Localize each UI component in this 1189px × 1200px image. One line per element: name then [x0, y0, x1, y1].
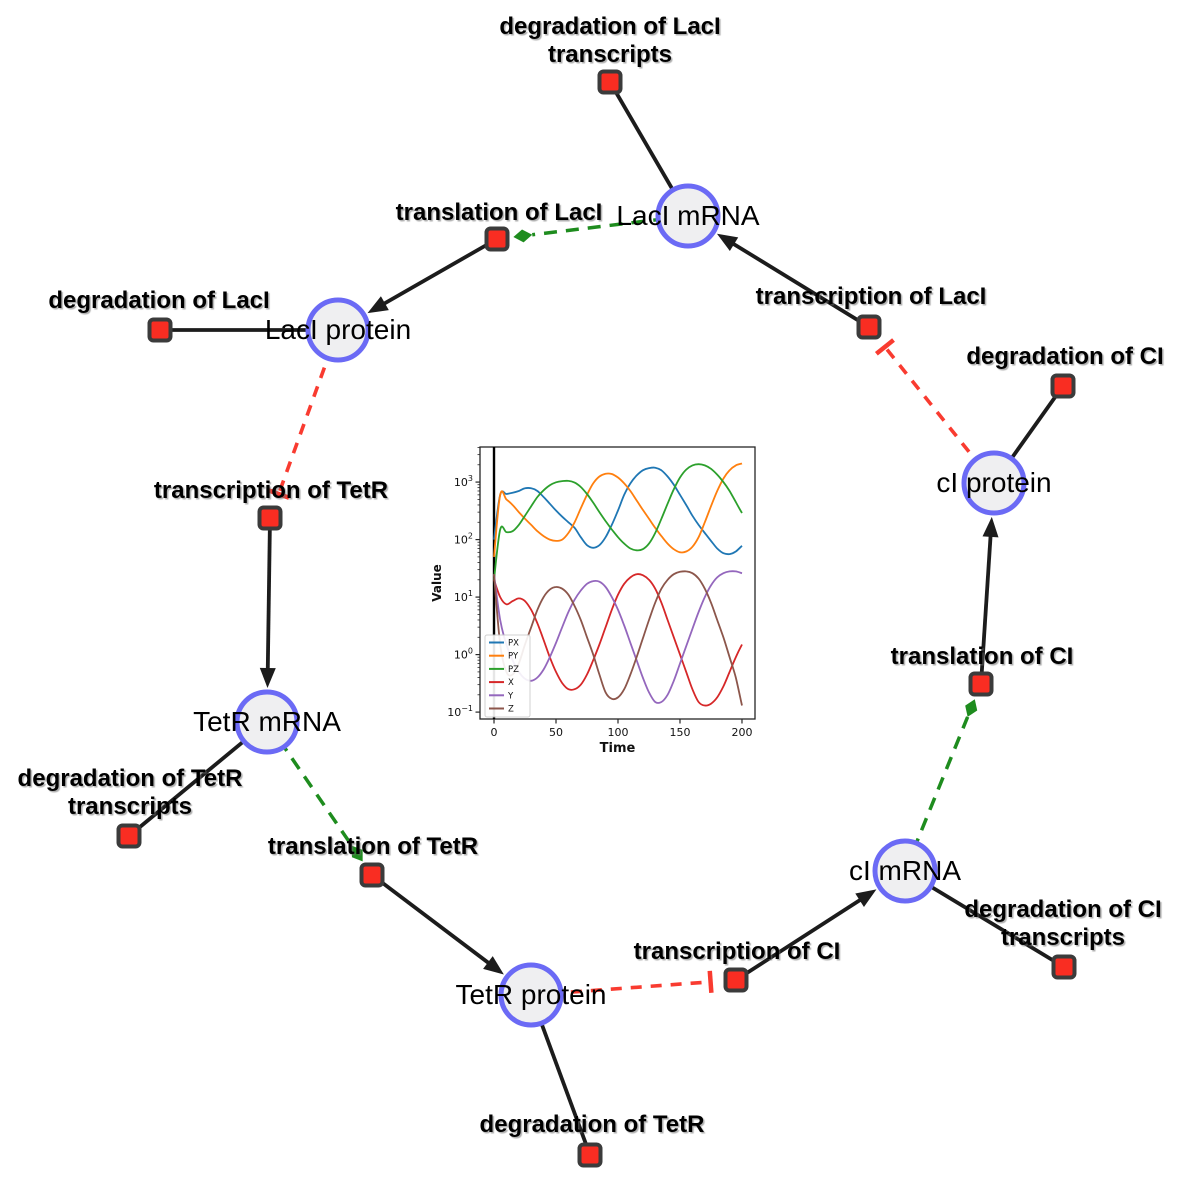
- series-PY: [493, 462, 743, 557]
- reaction-node-deg_tetr_tx[interactable]: [116, 823, 142, 849]
- reaction-node-deg_laci[interactable]: [147, 317, 173, 343]
- timeseries-chart: 0 50 100 150 200 10−1 100 101 102 103 Time Value PX P…: [430, 430, 780, 775]
- species-node-ci_protein[interactable]: [961, 450, 1027, 516]
- reaction-node-translation_ci[interactable]: [968, 671, 994, 697]
- reaction-node-transcription_laci[interactable]: [856, 314, 882, 340]
- edge-translation_ci-ci_protein: [979, 516, 999, 685]
- x-tick-label: 50: [549, 726, 563, 739]
- y-axis-label: Value: [430, 564, 444, 602]
- y-tick-label: 102: [454, 532, 473, 547]
- reaction-node-translation_tetr[interactable]: [359, 862, 385, 888]
- x-tick-label: 200: [731, 726, 752, 739]
- edge-translation_laci-laci_protein: [367, 237, 498, 314]
- series-PX: [493, 466, 743, 556]
- reaction-node-deg_ci_tx[interactable]: [1051, 954, 1077, 980]
- reaction-node-translation_laci[interactable]: [484, 226, 510, 252]
- legend-label-PY: PY: [508, 652, 519, 662]
- chart-legend: PX PY PZ XYZ: [484, 634, 531, 718]
- y-tick-label: 100: [454, 647, 473, 662]
- x-tick-label: 100: [607, 726, 628, 739]
- legend-label-PX: PX: [508, 639, 519, 649]
- legend-label-PZ: PZ: [508, 665, 519, 675]
- edge-transcription_laci-laci_mrna: [716, 233, 870, 329]
- species-node-ci_mrna[interactable]: [872, 838, 938, 904]
- legend-label-X: X: [508, 678, 514, 688]
- chart-svg: 0 50 100 150 20010−1100101102103TimeValuePXP…: [430, 446, 756, 756]
- reaction-node-deg_ci[interactable]: [1050, 373, 1076, 399]
- species-node-tetr_mrna[interactable]: [234, 689, 300, 755]
- species-node-tetr_protein[interactable]: [498, 962, 564, 1028]
- y-tick-label: 10−1: [447, 704, 473, 719]
- edge-transcription_ci-ci_mrna: [734, 889, 877, 982]
- legend-label-Y: Y: [507, 691, 514, 701]
- y-tick-label: 101: [454, 589, 473, 604]
- x-tick-label: 0: [491, 726, 498, 739]
- x-axis-label: Time: [600, 741, 636, 756]
- reaction-node-deg_tetr[interactable]: [577, 1142, 603, 1168]
- reaction-node-transcription_tetr[interactable]: [257, 505, 283, 531]
- y-tick-label: 103: [454, 474, 473, 489]
- series-Y: [493, 570, 743, 704]
- edge-translation_tetr-tetr_protein: [370, 873, 504, 975]
- reaction-node-transcription_ci[interactable]: [723, 967, 749, 993]
- x-tick-label: 150: [669, 726, 690, 739]
- series-Z: [493, 570, 743, 706]
- legend-label-Z: Z: [508, 705, 514, 715]
- species-node-laci_protein[interactable]: [305, 297, 371, 363]
- series-PZ: [493, 463, 743, 580]
- species-node-laci_mrna[interactable]: [655, 183, 721, 249]
- edge-transcription_tetr-tetr_mrna: [259, 517, 276, 689]
- reaction-node-deg_laci_tx[interactable]: [597, 69, 623, 95]
- series-X: [493, 573, 743, 707]
